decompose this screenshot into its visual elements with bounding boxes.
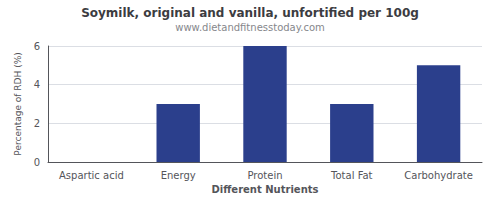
svg-text:www.dietandfitnesstoday.com: www.dietandfitnesstoday.com xyxy=(175,22,324,33)
svg-text:Total Fat: Total Fat xyxy=(330,170,372,181)
svg-text:Soymilk, original and vanilla,: Soymilk, original and vanilla, unfortifi… xyxy=(81,6,419,20)
svg-text:2: 2 xyxy=(34,118,40,129)
svg-text:Percentage of RDH (%): Percentage of RDH (%) xyxy=(13,52,23,155)
svg-text:Protein: Protein xyxy=(247,170,282,181)
svg-text:0: 0 xyxy=(34,157,40,168)
svg-text:Carbohydrate: Carbohydrate xyxy=(404,170,473,181)
svg-text:Different Nutrients: Different Nutrients xyxy=(212,184,319,195)
svg-text:Energy: Energy xyxy=(161,170,196,181)
svg-text:Aspartic acid: Aspartic acid xyxy=(59,170,124,181)
svg-text:6: 6 xyxy=(34,41,40,52)
svg-text:4: 4 xyxy=(34,79,40,90)
